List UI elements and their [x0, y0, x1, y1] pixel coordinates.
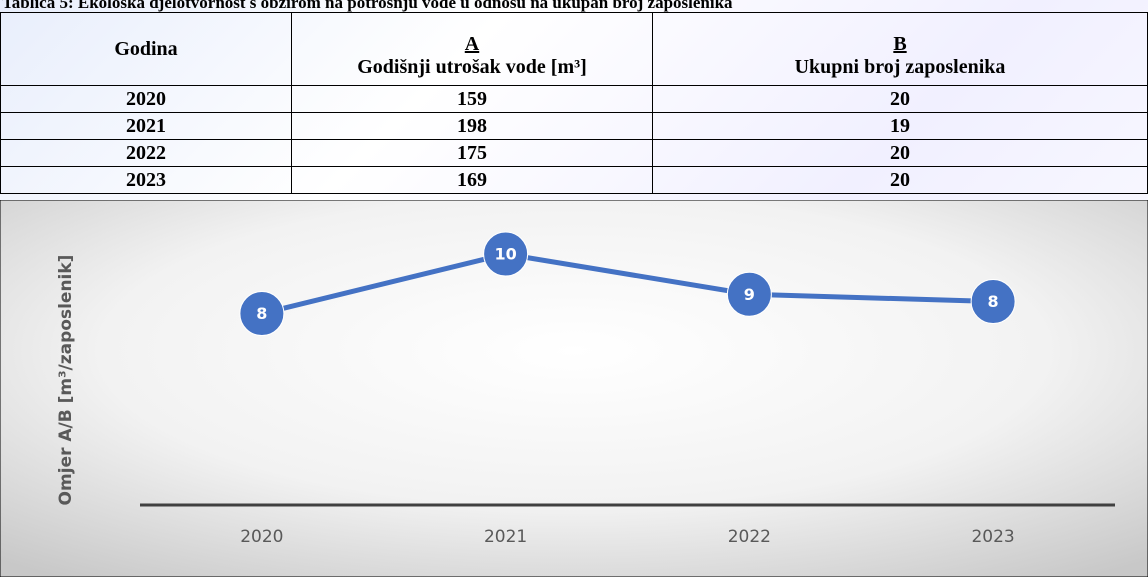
- data-label: 10: [494, 245, 516, 264]
- data-label: 8: [988, 292, 999, 311]
- table-cell: 20: [652, 85, 1148, 113]
- table-cell: 2020: [0, 85, 292, 113]
- header-letter: A: [464, 33, 480, 55]
- table-cell: 198: [291, 112, 653, 140]
- marker: [239, 291, 285, 337]
- marker: [970, 278, 1016, 324]
- chart: Omjer A/B [m³/zaposlenik] 2020 2021 2022 20…: [0, 200, 1148, 577]
- table-cell: 159: [291, 85, 653, 113]
- x-tick-label: 2022: [728, 527, 771, 547]
- header-cell: A Godišnji utrošak vode [m³]: [291, 12, 653, 86]
- header-letter: B: [893, 33, 907, 55]
- table-row: 2020 159 20: [0, 85, 1148, 113]
- x-tick-label: 2023: [971, 527, 1014, 547]
- y-axis-label: Omjer A/B [m³/zaposlenik]: [56, 255, 76, 506]
- header-cell: Godina: [0, 12, 292, 86]
- x-tick-label: 2021: [484, 527, 527, 547]
- data-label: 8: [256, 304, 267, 323]
- x-tick-label: 2020: [240, 527, 283, 547]
- header-text: Ukupni broj zaposlenika: [794, 56, 1006, 78]
- table-body: 2020 159 20 2021 198 19 2022 175 20 2023 169 20: [0, 85, 1148, 194]
- table-cell: 169: [291, 166, 653, 194]
- chart-background: [0, 200, 1148, 577]
- caption: Tablica 5: Ekološka djelotvornost s obzi…: [2, 0, 733, 12]
- data-table: Godina A Godišnji utrošak vode [m³] B Ukup…: [0, 12, 1148, 194]
- data-label: 9: [744, 285, 755, 304]
- table-cell: 2021: [0, 112, 292, 140]
- header-row: Godina A Godišnji utrošak vode [m³] B Ukup…: [0, 12, 1148, 86]
- table-cell: 2022: [0, 139, 292, 167]
- marker: [483, 231, 529, 277]
- header-text: Godina: [114, 37, 178, 60]
- table-cell: 20: [652, 139, 1148, 167]
- line: [261, 251, 994, 316]
- header-cell: B Ukupni broj zaposlenika: [652, 12, 1148, 86]
- table-cell: 2023: [0, 166, 292, 194]
- table-row: 2022 175 20: [0, 139, 1148, 167]
- table-cell: 19: [652, 112, 1148, 140]
- table-row: 2021 198 19: [0, 112, 1148, 140]
- table-cell: 20: [652, 166, 1148, 194]
- table-cell: 175: [291, 139, 653, 167]
- table-row: 2023 169 20: [0, 166, 1148, 194]
- header-text: Godišnji utrošak vode [m³]: [357, 56, 587, 78]
- marker: [726, 271, 772, 317]
